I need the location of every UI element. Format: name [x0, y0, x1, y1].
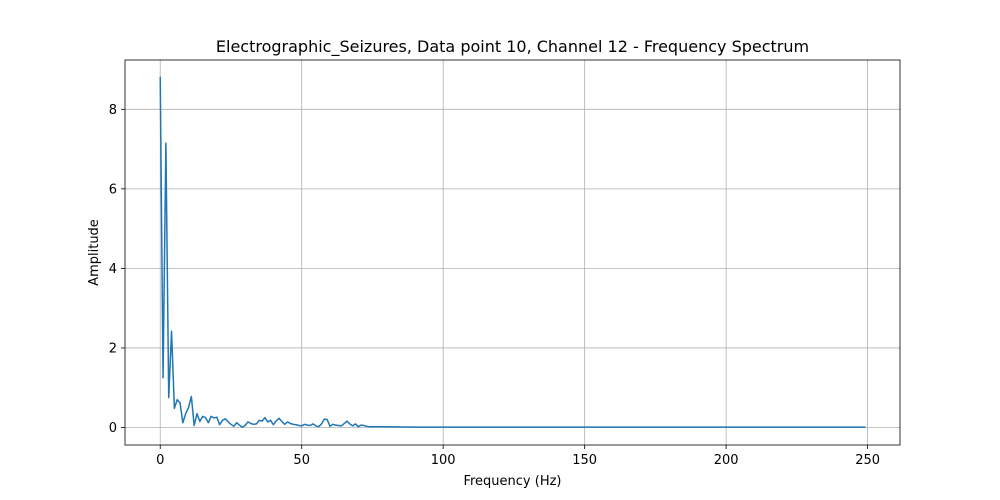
y-tick-label: 4	[109, 262, 117, 277]
x-tick-label: 100	[431, 453, 456, 468]
x-tick-label: 250	[855, 453, 880, 468]
x-tick-label: 0	[156, 453, 164, 468]
y-tick-label: 0	[109, 421, 117, 436]
grid-lines	[125, 60, 900, 445]
y-axis-label: Amplitude	[87, 219, 102, 286]
x-axis-label: Frequency (Hz)	[463, 474, 561, 489]
axis-ticks: 0 50 100 150 200 250 0 2 4 6 8	[109, 103, 880, 468]
x-tick-label: 200	[714, 453, 739, 468]
y-tick-label: 8	[109, 103, 117, 118]
plot-frame	[124, 59, 901, 446]
y-tick-label: 2	[109, 341, 117, 356]
series-layer	[159, 76, 866, 428]
x-tick-label: 50	[293, 453, 310, 468]
series-line	[159, 76, 866, 428]
x-tick-label: 150	[572, 453, 597, 468]
chart-title: Electrographic_Seizures, Data point 10, …	[216, 37, 809, 57]
y-tick-label: 6	[109, 182, 117, 197]
